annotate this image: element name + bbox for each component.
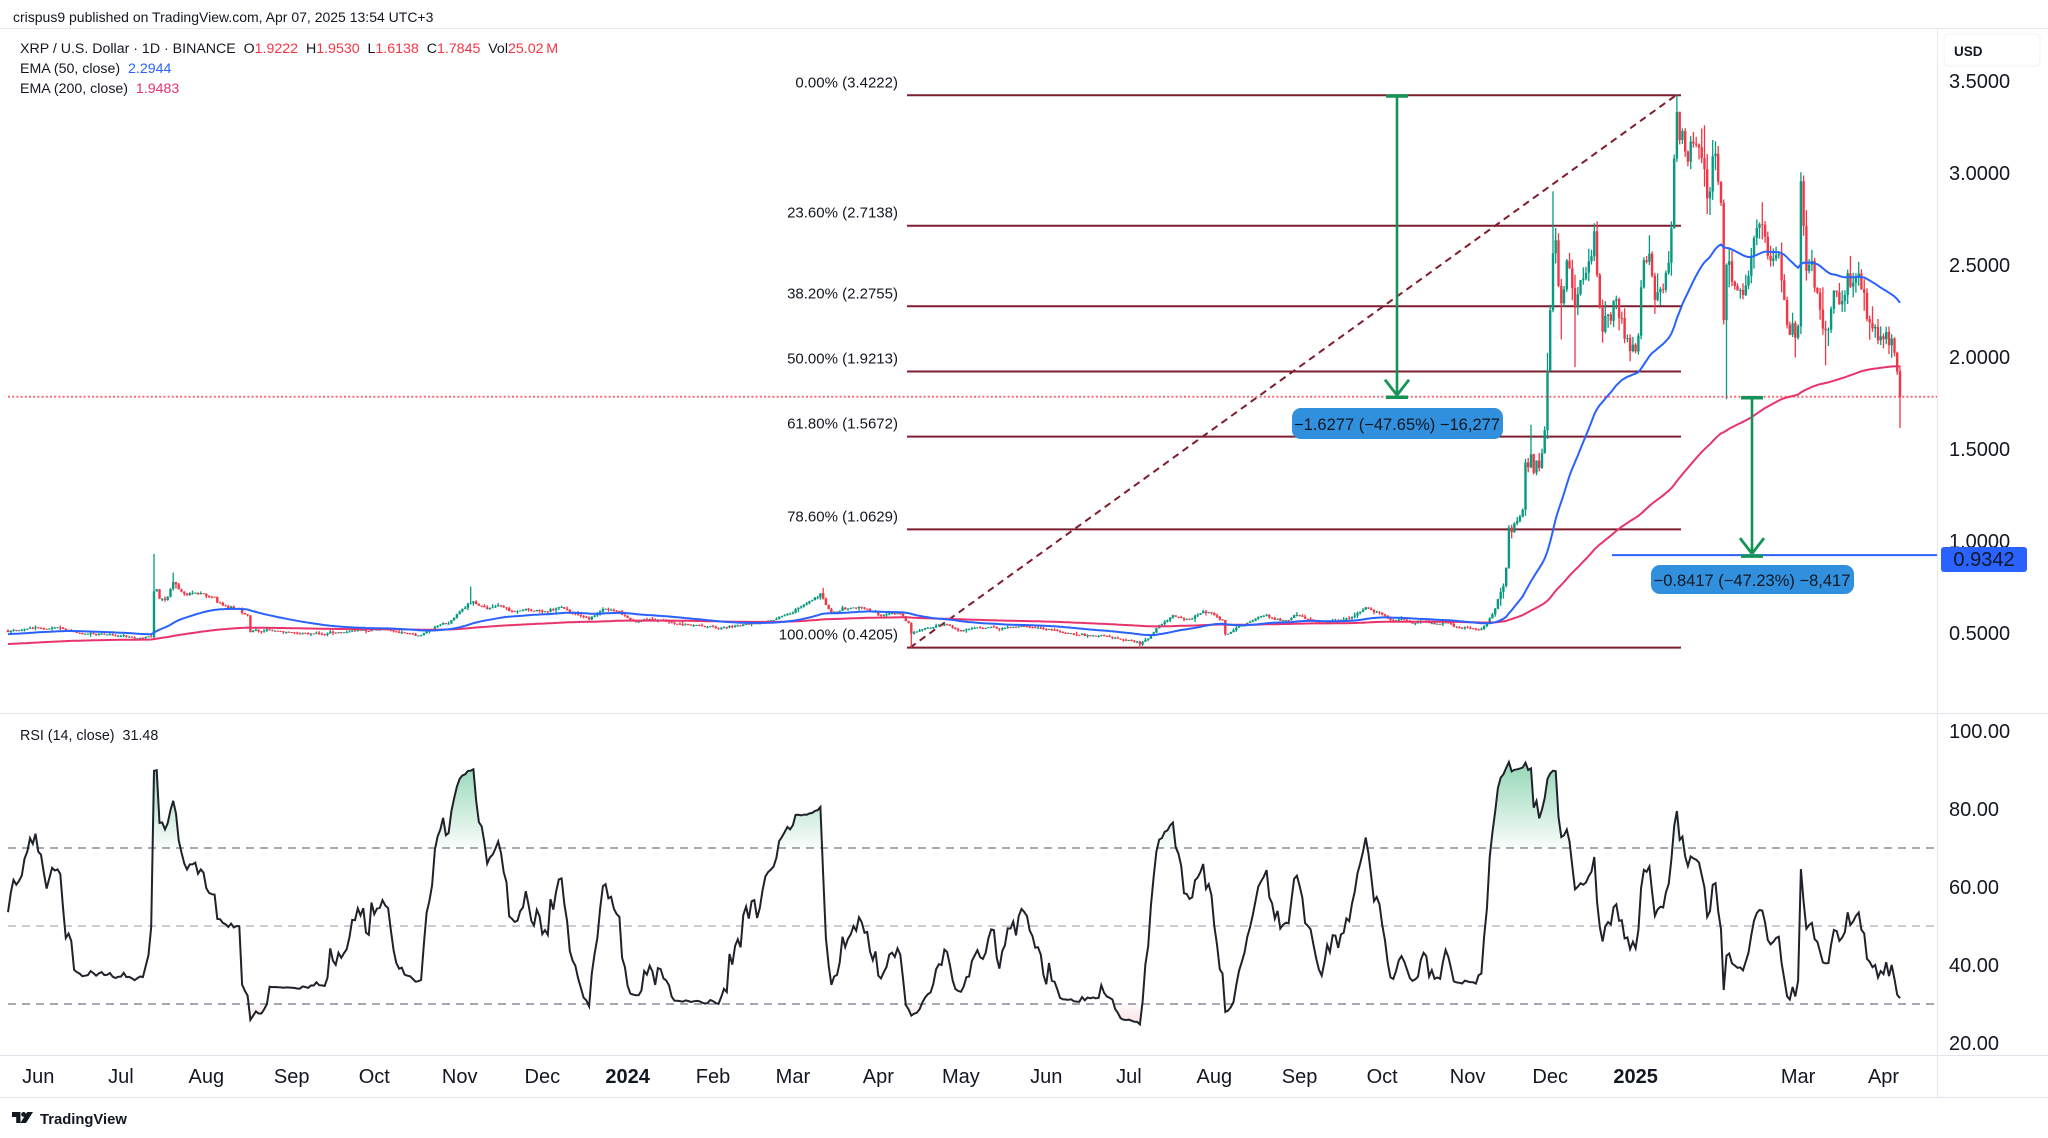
svg-text:Apr: Apr <box>1868 1066 1899 1088</box>
svg-text:2024: 2024 <box>605 1066 650 1088</box>
svg-text:38.20% (2.2755): 38.20% (2.2755) <box>787 285 898 302</box>
svg-text:RSI (14, close) 31.48: RSI (14, close) 31.48 <box>20 728 158 744</box>
svg-text:−0.8417 (−47.23%) −8,417: −0.8417 (−47.23%) −8,417 <box>1654 572 1851 590</box>
svg-text:50.00% (1.9213): 50.00% (1.9213) <box>787 351 898 368</box>
svg-text:TradingView: TradingView <box>40 1112 127 1128</box>
svg-text:60.00: 60.00 <box>1949 877 1999 899</box>
svg-text:100.00: 100.00 <box>1949 721 2010 743</box>
svg-text:EMA (200, close) 1.9483: EMA (200, close) 1.9483 <box>20 81 179 97</box>
svg-text:−1.6277 (−47.65%) −16,277: −1.6277 (−47.65%) −16,277 <box>1294 416 1500 434</box>
svg-text:Aug: Aug <box>1197 1066 1233 1088</box>
svg-text:May: May <box>942 1066 980 1088</box>
svg-text:Sep: Sep <box>1282 1066 1318 1088</box>
svg-text:78.60% (1.0629): 78.60% (1.0629) <box>787 508 898 525</box>
svg-text:3.0000: 3.0000 <box>1949 163 2010 185</box>
svg-text:Oct: Oct <box>359 1066 391 1088</box>
svg-text:Sep: Sep <box>274 1066 310 1088</box>
svg-text:61.80% (1.5672): 61.80% (1.5672) <box>787 416 898 433</box>
svg-text:Nov: Nov <box>442 1066 478 1088</box>
svg-text:Aug: Aug <box>189 1066 225 1088</box>
svg-text:2.0000: 2.0000 <box>1949 347 2010 369</box>
svg-text:2025: 2025 <box>1613 1066 1658 1088</box>
svg-text:EMA (50, close) 2.2944: EMA (50, close) 2.2944 <box>20 61 172 77</box>
svg-text:Mar: Mar <box>776 1066 811 1088</box>
svg-text:Jun: Jun <box>22 1066 54 1088</box>
svg-text:Nov: Nov <box>1450 1066 1486 1088</box>
svg-text:40.00: 40.00 <box>1949 955 1999 977</box>
svg-text:Oct: Oct <box>1367 1066 1399 1088</box>
svg-text:1.5000: 1.5000 <box>1949 439 2010 461</box>
svg-text:0.5000: 0.5000 <box>1949 623 2010 645</box>
svg-text:Jul: Jul <box>108 1066 134 1088</box>
svg-text:Feb: Feb <box>696 1066 730 1088</box>
svg-text:3.5000: 3.5000 <box>1949 71 2010 93</box>
svg-text:80.00: 80.00 <box>1949 799 1999 821</box>
svg-text:Jun: Jun <box>1030 1066 1062 1088</box>
svg-text:20.00: 20.00 <box>1949 1033 1999 1055</box>
svg-text:crispus9 published on TradingV: crispus9 published on TradingView.com, A… <box>13 9 434 25</box>
svg-text:Dec: Dec <box>525 1066 561 1088</box>
svg-text:Apr: Apr <box>863 1066 894 1088</box>
svg-text:Dec: Dec <box>1532 1066 1568 1088</box>
svg-text:0.00% (3.4222): 0.00% (3.4222) <box>795 74 898 91</box>
svg-text:23.60% (2.7138): 23.60% (2.7138) <box>787 205 898 222</box>
svg-text:2.5000: 2.5000 <box>1949 255 2010 277</box>
svg-text:100.00% (0.4205): 100.00% (0.4205) <box>779 627 898 644</box>
svg-text:XRP / U.S. Dollar · 1D · BINAN: XRP / U.S. Dollar · 1D · BINANCE O1.9222… <box>20 41 558 57</box>
svg-text:Mar: Mar <box>1781 1066 1816 1088</box>
svg-text:USD: USD <box>1954 44 1983 59</box>
svg-text:Jul: Jul <box>1116 1066 1142 1088</box>
svg-text:0.9342: 0.9342 <box>1953 549 2014 571</box>
